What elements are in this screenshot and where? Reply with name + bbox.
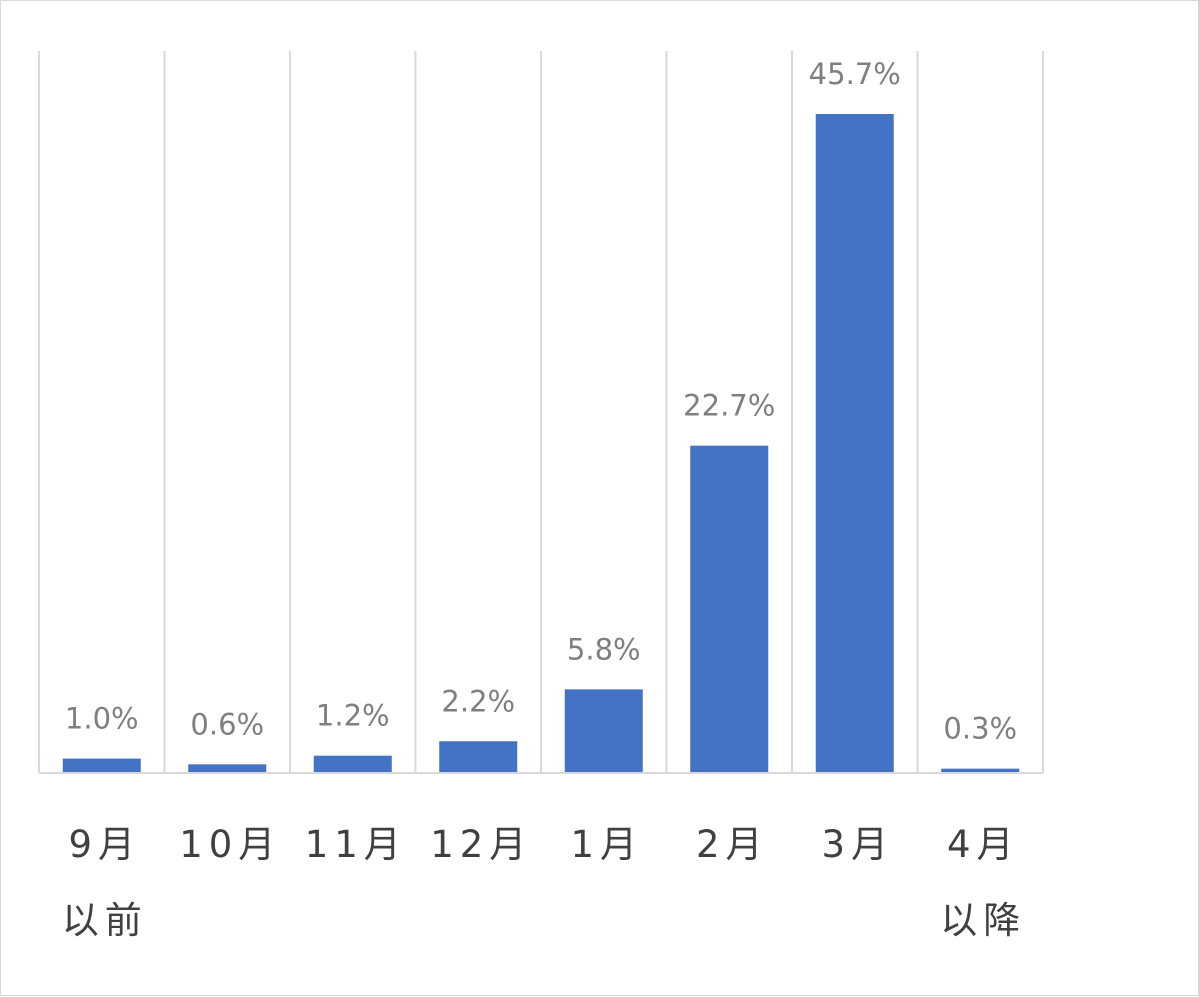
data-label: 1.2%: [316, 699, 390, 733]
data-label: 22.7%: [683, 389, 775, 423]
data-labels: 1.0% 0.6% 1.2% 2.2% 5.8% 22.7% 45.7% 0.3%: [65, 57, 1017, 746]
bar: [313, 755, 392, 773]
x-tick-label: 4月: [947, 823, 1020, 866]
x-tick-label: 9月: [68, 823, 141, 866]
x-tick-label: 1月: [570, 823, 643, 866]
data-label: 45.7%: [809, 57, 901, 91]
gridlines: [38, 51, 1044, 773]
data-label: 0.3%: [943, 712, 1017, 746]
x-tick-label: 以前: [62, 899, 148, 942]
bar: [815, 114, 894, 773]
data-label: 2.2%: [441, 684, 515, 718]
bar: [564, 689, 643, 773]
data-label: 0.6%: [190, 707, 264, 741]
bars: [62, 114, 1020, 773]
bar: [690, 445, 769, 773]
x-tick-label: 10月: [179, 823, 281, 866]
x-tick-label: 12月: [430, 823, 532, 866]
data-label: 5.8%: [567, 632, 641, 666]
x-tick-label: 3月: [821, 823, 894, 866]
x-tick-label: 2月: [696, 823, 769, 866]
bar: [188, 764, 267, 773]
data-label: 1.0%: [65, 702, 139, 736]
x-tick-label: 以降: [940, 899, 1026, 942]
bar: [439, 741, 518, 773]
bar: [941, 768, 1020, 773]
bar: [62, 758, 141, 773]
x-tick-label: 11月: [305, 823, 407, 866]
